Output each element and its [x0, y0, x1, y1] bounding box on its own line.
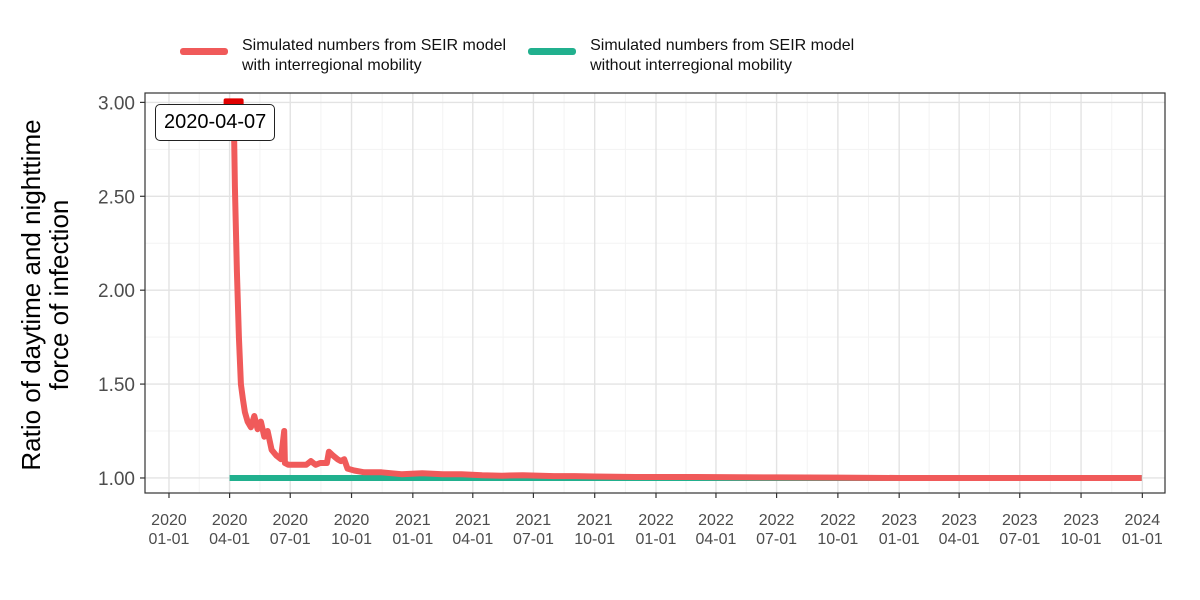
y-tick-label: 3.00 [98, 93, 135, 114]
x-tick-label: 2022 10-01 [817, 512, 858, 548]
x-tick-label: 2021 10-01 [574, 512, 615, 548]
grid [145, 93, 1165, 493]
x-tick-label: 2021 04-01 [452, 512, 493, 548]
x-tick-label: 2020 01-01 [149, 512, 190, 548]
x-tick-label: 2022 07-01 [756, 512, 797, 548]
x-tick-label: 2023 04-01 [939, 512, 980, 548]
legend-label-without-mobility: Simulated numbers from SEIR model withou… [590, 37, 855, 74]
legend-item-without-mobility: Simulated numbers from SEIR model withou… [528, 36, 854, 76]
x-tick-label: 2021 01-01 [392, 512, 433, 548]
x-tick-label: 2022 04-01 [695, 512, 736, 548]
legend-item-with-mobility: Simulated numbers from SEIR model with i… [180, 36, 506, 76]
x-axis: 2020 01-01 2020 04-01 2020 07-01 2020 10-01 2021… [149, 493, 1163, 548]
y-tick-label: 1.50 [98, 375, 135, 396]
y-tick-label: 1.00 [98, 469, 135, 490]
x-tick-label: 2023 01-01 [879, 512, 920, 548]
x-tick-label: 2020 04-01 [209, 512, 250, 548]
y-axis-label: Ratio of daytime and nighttime force of … [16, 119, 74, 471]
x-tick-label: 2022 01-01 [636, 512, 677, 548]
y-tick-label: 2.00 [98, 281, 135, 302]
legend: Simulated numbers from SEIR model with i… [180, 36, 854, 76]
x-tick-label: 2024 01-01 [1122, 512, 1163, 548]
date-annotation: 2020-04-07 [155, 104, 276, 141]
series-line-with-mobility [229, 99, 1142, 481]
x-tick-label: 2021 07-01 [513, 512, 554, 548]
y-tick-label: 2.50 [98, 187, 135, 208]
series-layer [229, 99, 1142, 481]
panel-border [144, 92, 1166, 494]
x-tick-label: 2020 10-01 [331, 512, 372, 548]
x-tick-label: 2023 07-01 [999, 512, 1040, 548]
y-axis: 1.00 1.50 2.00 2.50 3.00 [98, 93, 145, 490]
legend-label-with-mobility: Simulated numbers from SEIR model with i… [242, 37, 507, 74]
x-tick-label: 2023 10-01 [1061, 512, 1102, 548]
legend-key-with-mobility [180, 47, 228, 55]
x-tick-label: 2020 07-01 [270, 512, 311, 548]
legend-key-without-mobility [528, 47, 577, 55]
